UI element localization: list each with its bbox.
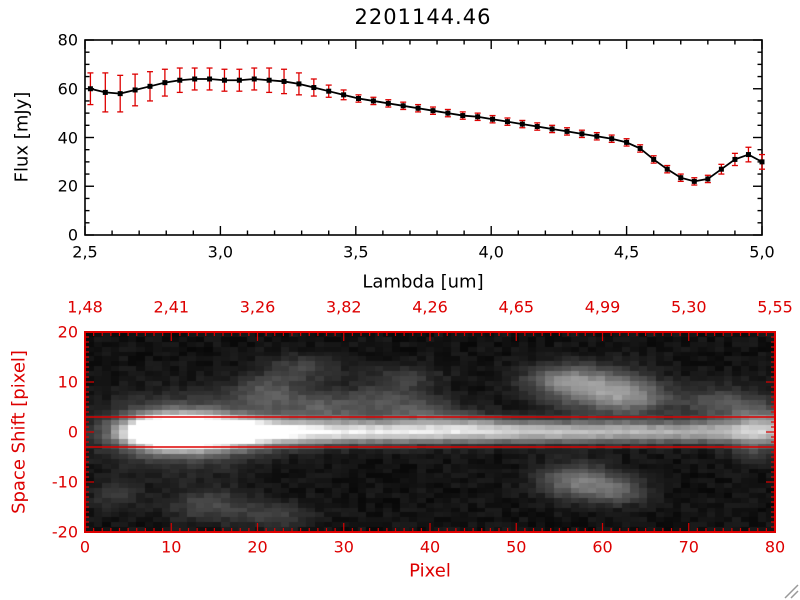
space-shift-axis-label: Space Shift [pixel] <box>8 350 30 514</box>
flux-tick-label: 0 <box>67 225 78 245</box>
shift-tick-label: 10 <box>57 372 78 392</box>
flux-tick-label: 40 <box>57 128 78 147</box>
lambda-tick-label: 3,0 <box>207 242 234 262</box>
pixel-tick-label: 80 <box>764 537 786 557</box>
lambda-tick-label: 2,5 <box>72 242 98 262</box>
pixel-tick-label: 10 <box>161 537 182 557</box>
lambda-top-tick-label: 1,48 <box>67 297 103 317</box>
pixel-tick-label: 20 <box>247 537 268 557</box>
pixel-tick-label: 0 <box>79 537 91 557</box>
pixel-tick-label: 50 <box>506 537 527 557</box>
resize-grip-icon[interactable] <box>781 583 799 599</box>
pixel-tick-label: 60 <box>592 537 613 557</box>
lambda-top-tick-label: 2,41 <box>153 297 190 317</box>
lambda-tick-label: 4,5 <box>613 242 640 262</box>
flux-tick-label: 20 <box>57 176 78 196</box>
shift-tick-label: 20 <box>57 322 78 342</box>
lambda-tick-label: 3,5 <box>343 242 369 262</box>
lambda-tick-label: 5,0 <box>749 242 775 262</box>
lambda-axis-label: Lambda [um] <box>362 271 484 293</box>
pixel-tick-label: 70 <box>678 537 699 557</box>
lambda-top-tick-label: 5,30 <box>670 297 707 317</box>
pixel-tick-label: 40 <box>419 537 441 557</box>
shift-tick-label: -10 <box>51 472 78 492</box>
lambda-top-tick-label: 5,55 <box>757 297 793 317</box>
pixel-axis-label: Pixel <box>409 560 451 582</box>
lambda-tick-label: 4,0 <box>478 242 504 262</box>
lambda-top-tick-label: 4,26 <box>412 297 448 317</box>
lambda-top-tick-label: 3,82 <box>325 297 362 317</box>
flux-tick-label: 80 <box>57 30 78 50</box>
shift-tick-label: 0 <box>67 422 78 442</box>
plot-title: 2201144.46 <box>354 5 492 29</box>
shift-tick-label: -20 <box>51 522 78 542</box>
lambda-top-tick-label: 4,99 <box>584 297 621 317</box>
pixel-tick-label: 30 <box>333 537 354 557</box>
lambda-top-tick-label: 3,26 <box>239 297 276 317</box>
lambda-top-tick-label: 4,65 <box>498 297 535 317</box>
spectral-image-heatmap <box>85 332 775 532</box>
flux-tick-label: 60 <box>57 79 78 99</box>
flux-axis-label: Flux [mJy] <box>11 91 33 183</box>
